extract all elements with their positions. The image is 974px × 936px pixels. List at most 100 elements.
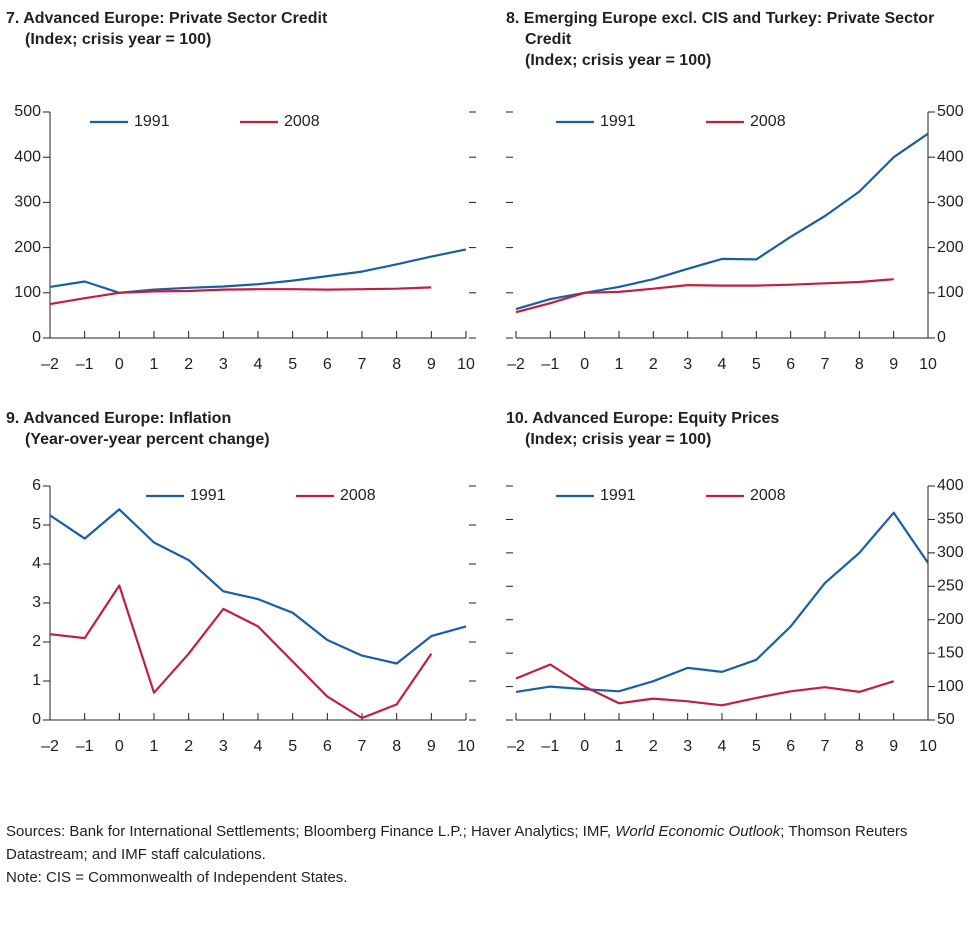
legend-label: 1991 <box>134 113 170 130</box>
panel-title: 10. Advanced Europe: Equity Prices <box>506 410 780 427</box>
x-tick-label: 7 <box>821 356 830 373</box>
x-tick-label: 1 <box>150 356 159 373</box>
x-tick-label: 2 <box>184 356 193 373</box>
x-tick-label: –1 <box>76 738 94 755</box>
x-tick-label: 3 <box>219 738 228 755</box>
legend-label: 1991 <box>600 113 636 130</box>
panel-subtitle: (Index; crisis year = 100) <box>525 431 712 448</box>
x-tick-label: 8 <box>855 356 864 373</box>
panel-subtitle: (Index; crisis year = 100) <box>525 52 712 69</box>
x-tick-label: 8 <box>392 738 401 755</box>
x-tick-label: –2 <box>507 356 525 373</box>
y-tick-label: 400 <box>937 148 964 165</box>
y-tick-label: 100 <box>937 284 964 301</box>
legend-label: 2008 <box>284 113 320 130</box>
legend-label: 2008 <box>750 113 786 130</box>
y-tick-label: 500 <box>14 103 41 120</box>
y-tick-label: 400 <box>937 477 964 494</box>
panel-title-block: 7. Advanced Europe: Private Sector Credi… <box>6 8 465 50</box>
x-tick-label: 5 <box>288 738 297 755</box>
x-tick-label: 0 <box>115 356 124 373</box>
y-tick-label: 100 <box>14 284 41 301</box>
series-line <box>49 584 433 720</box>
panel-subtitle: (Index; crisis year = 100) <box>25 31 212 48</box>
x-tick-label: 9 <box>889 356 898 373</box>
y-tick-label: 200 <box>937 239 964 256</box>
x-tick-label: 4 <box>254 356 263 373</box>
panel-title-block: 9. Advanced Europe: Inflation (Year-over-… <box>6 408 465 450</box>
y-tick-label: 400 <box>14 148 41 165</box>
x-tick-label: 0 <box>580 356 589 373</box>
footnotes: Sources: Bank for International Settleme… <box>6 820 956 889</box>
y-tick-label: 250 <box>937 578 964 595</box>
x-tick-label: 0 <box>580 738 589 755</box>
x-tick-label: 5 <box>752 738 761 755</box>
y-tick-label: 2 <box>32 633 41 650</box>
y-tick-label: 100 <box>937 678 964 695</box>
x-tick-label: –2 <box>41 738 59 755</box>
x-tick-label: 7 <box>358 356 367 373</box>
sources: Sources: Bank for International Settleme… <box>6 820 956 866</box>
y-tick-label: 300 <box>937 544 964 561</box>
x-tick-label: 10 <box>457 738 475 755</box>
y-tick-label: 4 <box>32 555 41 572</box>
y-tick-label: 3 <box>32 594 41 611</box>
x-tick-label: 7 <box>821 738 830 755</box>
x-tick-label: –1 <box>76 356 94 373</box>
x-tick-label: –2 <box>41 356 59 373</box>
x-tick-label: 3 <box>683 738 692 755</box>
x-tick-label: 8 <box>855 738 864 755</box>
x-tick-label: 1 <box>615 356 624 373</box>
panel-title: 9. Advanced Europe: Inflation <box>6 410 232 427</box>
x-tick-label: –1 <box>541 356 559 373</box>
y-tick-label: 200 <box>14 239 41 256</box>
panel-title-block: 10. Advanced Europe: Equity Prices (Index… <box>506 408 965 450</box>
y-tick-label: 0 <box>937 329 946 346</box>
x-tick-label: 1 <box>150 738 159 755</box>
x-tick-label: –2 <box>507 738 525 755</box>
y-tick-label: 300 <box>14 194 41 211</box>
series-line <box>515 511 929 693</box>
y-tick-label: 0 <box>32 711 41 728</box>
x-tick-label: 9 <box>427 356 436 373</box>
legend-label: 1991 <box>600 487 636 504</box>
x-tick-label: 3 <box>683 356 692 373</box>
panel-title: 7. Advanced Europe: Private Sector Credi… <box>6 10 328 27</box>
y-tick-label: 5 <box>32 516 41 533</box>
series-line <box>515 663 895 707</box>
x-tick-label: 9 <box>427 738 436 755</box>
x-tick-label: 6 <box>323 356 332 373</box>
x-tick-label: 8 <box>392 356 401 373</box>
x-tick-label: 2 <box>649 738 658 755</box>
series-line <box>49 248 467 294</box>
x-tick-label: 2 <box>649 356 658 373</box>
legend-label: 2008 <box>340 487 376 504</box>
legend-label: 2008 <box>750 487 786 504</box>
x-tick-label: 6 <box>786 738 795 755</box>
x-tick-label: 10 <box>457 356 475 373</box>
x-tick-label: 10 <box>919 738 937 755</box>
panel-title: 8. Emerging Europe excl. CIS and Turkey:… <box>506 10 935 48</box>
panel-title-block: 8. Emerging Europe excl. CIS and Turkey:… <box>506 8 945 71</box>
x-tick-label: 4 <box>254 738 263 755</box>
panel-subtitle: (Year-over-year percent change) <box>25 431 270 448</box>
x-tick-label: –1 <box>541 738 559 755</box>
series-line <box>49 286 432 306</box>
note: Note: CIS = Commonwealth of Independent … <box>6 869 348 886</box>
y-tick-label: 50 <box>937 711 955 728</box>
y-tick-label: 1 <box>32 672 41 689</box>
x-tick-label: 5 <box>752 356 761 373</box>
y-tick-label: 300 <box>937 194 964 211</box>
legend-label: 1991 <box>190 487 226 504</box>
x-tick-label: 5 <box>288 356 297 373</box>
y-tick-label: 6 <box>32 477 41 494</box>
series-line <box>49 508 467 665</box>
series-line <box>515 132 929 311</box>
x-tick-label: 3 <box>219 356 228 373</box>
x-tick-label: 6 <box>786 356 795 373</box>
x-tick-label: 6 <box>323 738 332 755</box>
x-tick-label: 4 <box>718 738 727 755</box>
sources-text: ; Thomson Reuters Datastream; and IMF st… <box>6 823 908 863</box>
